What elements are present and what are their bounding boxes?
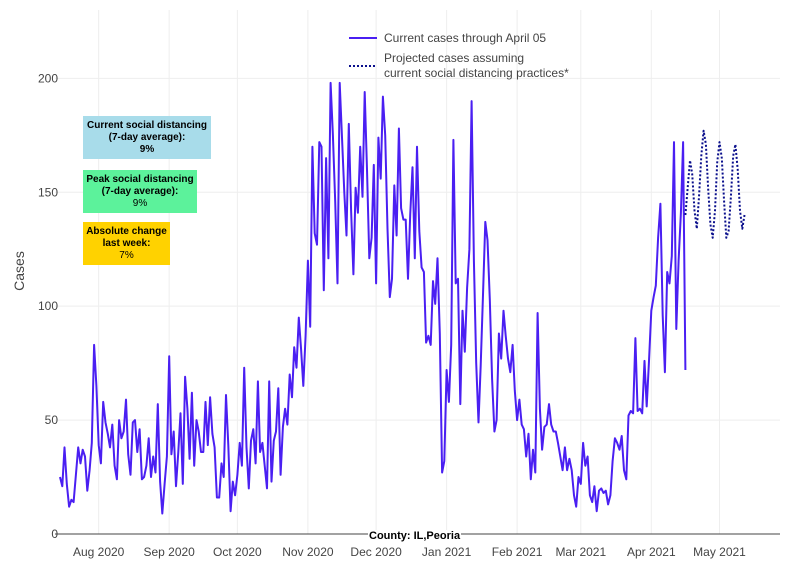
- gridlines: [55, 10, 780, 534]
- x-tick-label: Jan 2021: [422, 545, 472, 559]
- y-tick-label: 50: [45, 413, 59, 427]
- absolute-change-title-2: last week:: [102, 238, 151, 249]
- x-tick-label: Mar 2021: [555, 545, 606, 559]
- absolute-change-value: 7%: [119, 250, 134, 261]
- x-tick-label: Aug 2020: [73, 545, 125, 559]
- absolute-change-box: Absolute change last week: 7%: [83, 222, 170, 265]
- absolute-change-title-1: Absolute change: [86, 226, 167, 237]
- x-tick-label: May 2021: [693, 545, 746, 559]
- current-distancing-box: Current social distancing (7-day average…: [83, 116, 211, 159]
- current-distancing-value: 9%: [139, 144, 155, 155]
- x-tick-label: Feb 2021: [492, 545, 543, 559]
- series-line-projected-cases: [684, 129, 746, 239]
- y-tick-label: 100: [38, 299, 58, 313]
- legend-label-current: Current cases through April 05: [384, 31, 546, 45]
- y-axis-ticks: 0 50 100 150 200: [38, 71, 58, 541]
- y-axis-title: Cases: [11, 251, 27, 291]
- peak-distancing-title-2: (7-day average):: [101, 186, 179, 197]
- legend-label-projected-line1: Projected cases assuming: [384, 51, 524, 65]
- y-tick-label: 150: [38, 185, 58, 199]
- x-tick-label: Sep 2020: [143, 545, 195, 559]
- y-tick-label: 0: [51, 527, 58, 541]
- current-distancing-title-2: (7-day average):: [108, 132, 186, 143]
- x-tick-label: Nov 2020: [282, 545, 334, 559]
- series-line-current-cases: [59, 81, 687, 515]
- legend[interactable]: Current cases through April 05 Projected…: [349, 31, 569, 80]
- x-axis-ticks: Aug 2020 Sep 2020 Oct 2020 Nov 2020 Dec 2020…: [73, 545, 746, 559]
- peak-distancing-box: Peak social distancing (7-day average): …: [83, 170, 197, 213]
- peak-distancing-value: 9%: [132, 198, 148, 209]
- county-annotation: County: IL,Peoria: [368, 530, 462, 542]
- x-tick-label: Oct 2020: [213, 545, 262, 559]
- legend-label-projected-line2: current social distancing practices*: [384, 66, 569, 80]
- current-distancing-title-1: Current social distancing: [86, 120, 208, 131]
- series-group: [59, 81, 746, 515]
- peak-distancing-title-1: Peak social distancing: [86, 174, 194, 185]
- y-tick-label: 200: [38, 71, 58, 85]
- x-tick-label: Dec 2020: [350, 545, 402, 559]
- x-tick-label: Apr 2021: [627, 545, 676, 559]
